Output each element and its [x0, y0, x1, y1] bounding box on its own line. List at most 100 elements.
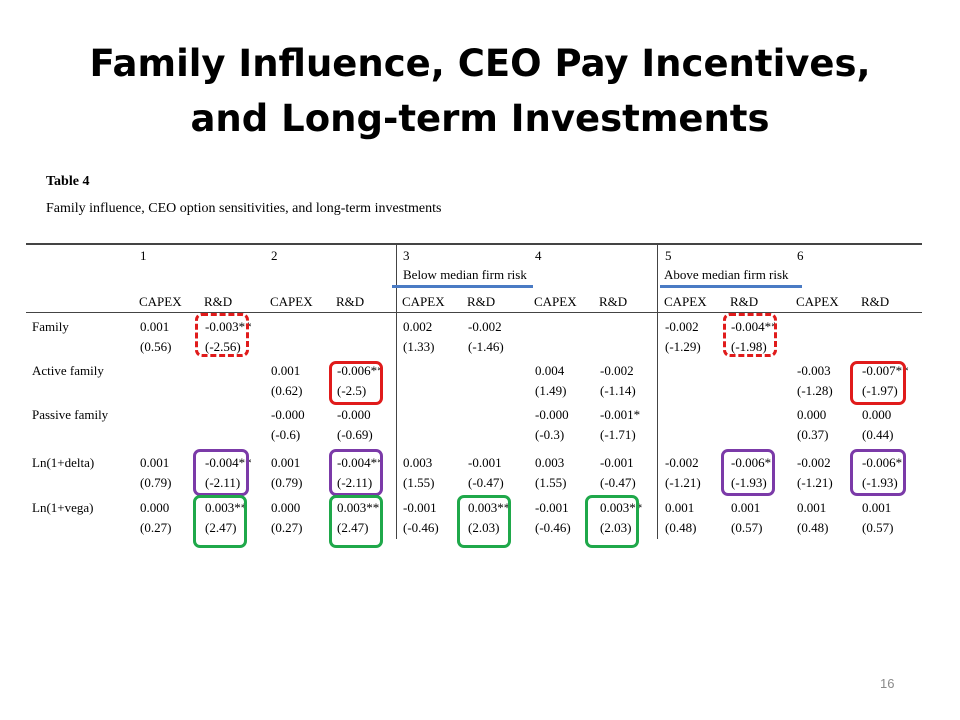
- coefficient-cell: -0.002: [600, 363, 634, 378]
- t-stat-cell: (1.49): [535, 383, 567, 398]
- coefficient-cell: 0.001: [271, 363, 301, 378]
- slide-title-line-2: and Long-term Investments: [190, 97, 770, 140]
- highlight-family-col2: [195, 313, 249, 357]
- highlight-delta-col2: [193, 449, 249, 496]
- t-stat-cell: (-2.56): [205, 339, 241, 354]
- below-median-underline: [392, 285, 533, 288]
- t-stat-cell: (-1.14): [600, 383, 636, 398]
- column-header: CAPEX: [139, 294, 182, 309]
- t-stat-cell: (2.03): [600, 520, 632, 535]
- coefficient-cell: 0.001: [140, 455, 170, 470]
- t-stat-cell: (0.57): [731, 520, 763, 535]
- coefficient-cell: 0.004: [535, 363, 565, 378]
- coefficient-cell: 0.001: [665, 500, 695, 515]
- coefficient-cell: 0.001: [140, 319, 170, 334]
- coefficient-cell: 0.001: [797, 500, 827, 515]
- coefficient-cell: -0.000: [271, 407, 305, 422]
- coefficient-cell: 0.003**: [600, 500, 643, 515]
- coefficient-cell: -0.001: [468, 455, 502, 470]
- highlight-active-family-col12: [850, 361, 906, 405]
- column-header: R&D: [204, 294, 233, 309]
- model-number-1: 1: [140, 248, 147, 263]
- coefficient-cell: -0.007**: [862, 363, 909, 378]
- t-stat-cell: (0.44): [862, 427, 894, 442]
- t-stat-cell: (0.27): [140, 520, 172, 535]
- group-separator-left: [396, 243, 397, 539]
- coefficient-cell: -0.003: [797, 363, 831, 378]
- t-stat-cell: (0.79): [140, 475, 172, 490]
- coefficient-cell: -0.004**: [205, 455, 252, 470]
- row-label: Ln(1+vega): [32, 500, 94, 515]
- row-label: Active family: [32, 363, 104, 378]
- t-stat-cell: (-1.21): [665, 475, 701, 490]
- t-stat-cell: (0.57): [862, 520, 894, 535]
- above-median-underline: [660, 285, 802, 288]
- t-stat-cell: (-2.11): [337, 475, 373, 490]
- highlight-active-family-col4: [329, 361, 383, 405]
- coefficient-cell: -0.002: [797, 455, 831, 470]
- coefficient-cell: -0.001*: [600, 407, 641, 422]
- coefficient-cell: -0.002: [665, 455, 699, 470]
- t-stat-cell: (1.33): [403, 339, 435, 354]
- table-top-rule: [26, 243, 922, 245]
- coefficient-cell: -0.001: [535, 500, 569, 515]
- coefficient-cell: 0.003: [403, 455, 433, 470]
- coefficient-cell: -0.000: [337, 407, 371, 422]
- t-stat-cell: (0.62): [271, 383, 303, 398]
- coefficient-cell: 0.001: [862, 500, 892, 515]
- highlight-family-col10: [723, 313, 777, 357]
- column-header: CAPEX: [402, 294, 445, 309]
- coefficient-cell: -0.002: [665, 319, 699, 334]
- coefficient-cell: 0.000: [140, 500, 170, 515]
- highlight-delta-col10: [721, 449, 775, 496]
- page-number: 16: [880, 676, 895, 691]
- t-stat-cell: (0.48): [665, 520, 697, 535]
- group-header-below-median: Below median firm risk: [403, 267, 527, 282]
- highlight-delta-col4: [329, 449, 383, 496]
- t-stat-cell: (0.56): [140, 339, 172, 354]
- t-stat-cell: (-2.5): [337, 383, 367, 398]
- coefficient-cell: 0.002: [403, 319, 433, 334]
- coefficient-cell: 0.001: [271, 455, 301, 470]
- table-caption: Family influence, CEO option sensitiviti…: [46, 201, 442, 216]
- column-header: R&D: [861, 294, 890, 309]
- coefficient-cell: 0.003: [535, 455, 565, 470]
- t-stat-cell: (-1.21): [797, 475, 833, 490]
- coefficient-cell: 0.003**: [205, 500, 248, 515]
- row-label: Family: [32, 319, 69, 334]
- group-separator-right: [657, 243, 658, 539]
- highlight-delta-col12: [850, 449, 906, 496]
- coefficient-cell: 0.000: [862, 407, 892, 422]
- t-stat-cell: (2.03): [468, 520, 500, 535]
- coefficient-cell: -0.000: [535, 407, 569, 422]
- coefficient-cell: 0.001: [731, 500, 761, 515]
- coefficient-cell: 0.003**: [468, 500, 511, 515]
- slide-title-line-1: Family Influence, CEO Pay Incentives,: [89, 42, 871, 85]
- highlight-vega-col6: [457, 495, 511, 548]
- coefficient-cell: -0.004**: [731, 319, 778, 334]
- model-number-5: 5: [665, 248, 672, 263]
- highlight-vega-col2: [193, 495, 247, 548]
- model-number-2: 2: [271, 248, 278, 263]
- column-header: CAPEX: [664, 294, 707, 309]
- t-stat-cell: (1.55): [403, 475, 435, 490]
- coefficient-cell: 0.000: [271, 500, 301, 515]
- t-stat-cell: (0.37): [797, 427, 829, 442]
- coefficient-cell: -0.003**: [205, 319, 252, 334]
- coefficient-cell: -0.002: [468, 319, 502, 334]
- t-stat-cell: (0.27): [271, 520, 303, 535]
- t-stat-cell: (-0.47): [600, 475, 636, 490]
- column-header: CAPEX: [270, 294, 313, 309]
- model-number-6: 6: [797, 248, 804, 263]
- t-stat-cell: (-1.29): [665, 339, 701, 354]
- model-number-4: 4: [535, 248, 542, 263]
- t-stat-cell: (-1.46): [468, 339, 504, 354]
- t-stat-cell: (-1.97): [862, 383, 898, 398]
- coefficient-cell: -0.001: [600, 455, 634, 470]
- t-stat-cell: (-0.46): [403, 520, 439, 535]
- row-label: Passive family: [32, 407, 109, 422]
- t-stat-cell: (-1.71): [600, 427, 636, 442]
- t-stat-cell: (-0.46): [535, 520, 571, 535]
- t-stat-cell: (-2.11): [205, 475, 241, 490]
